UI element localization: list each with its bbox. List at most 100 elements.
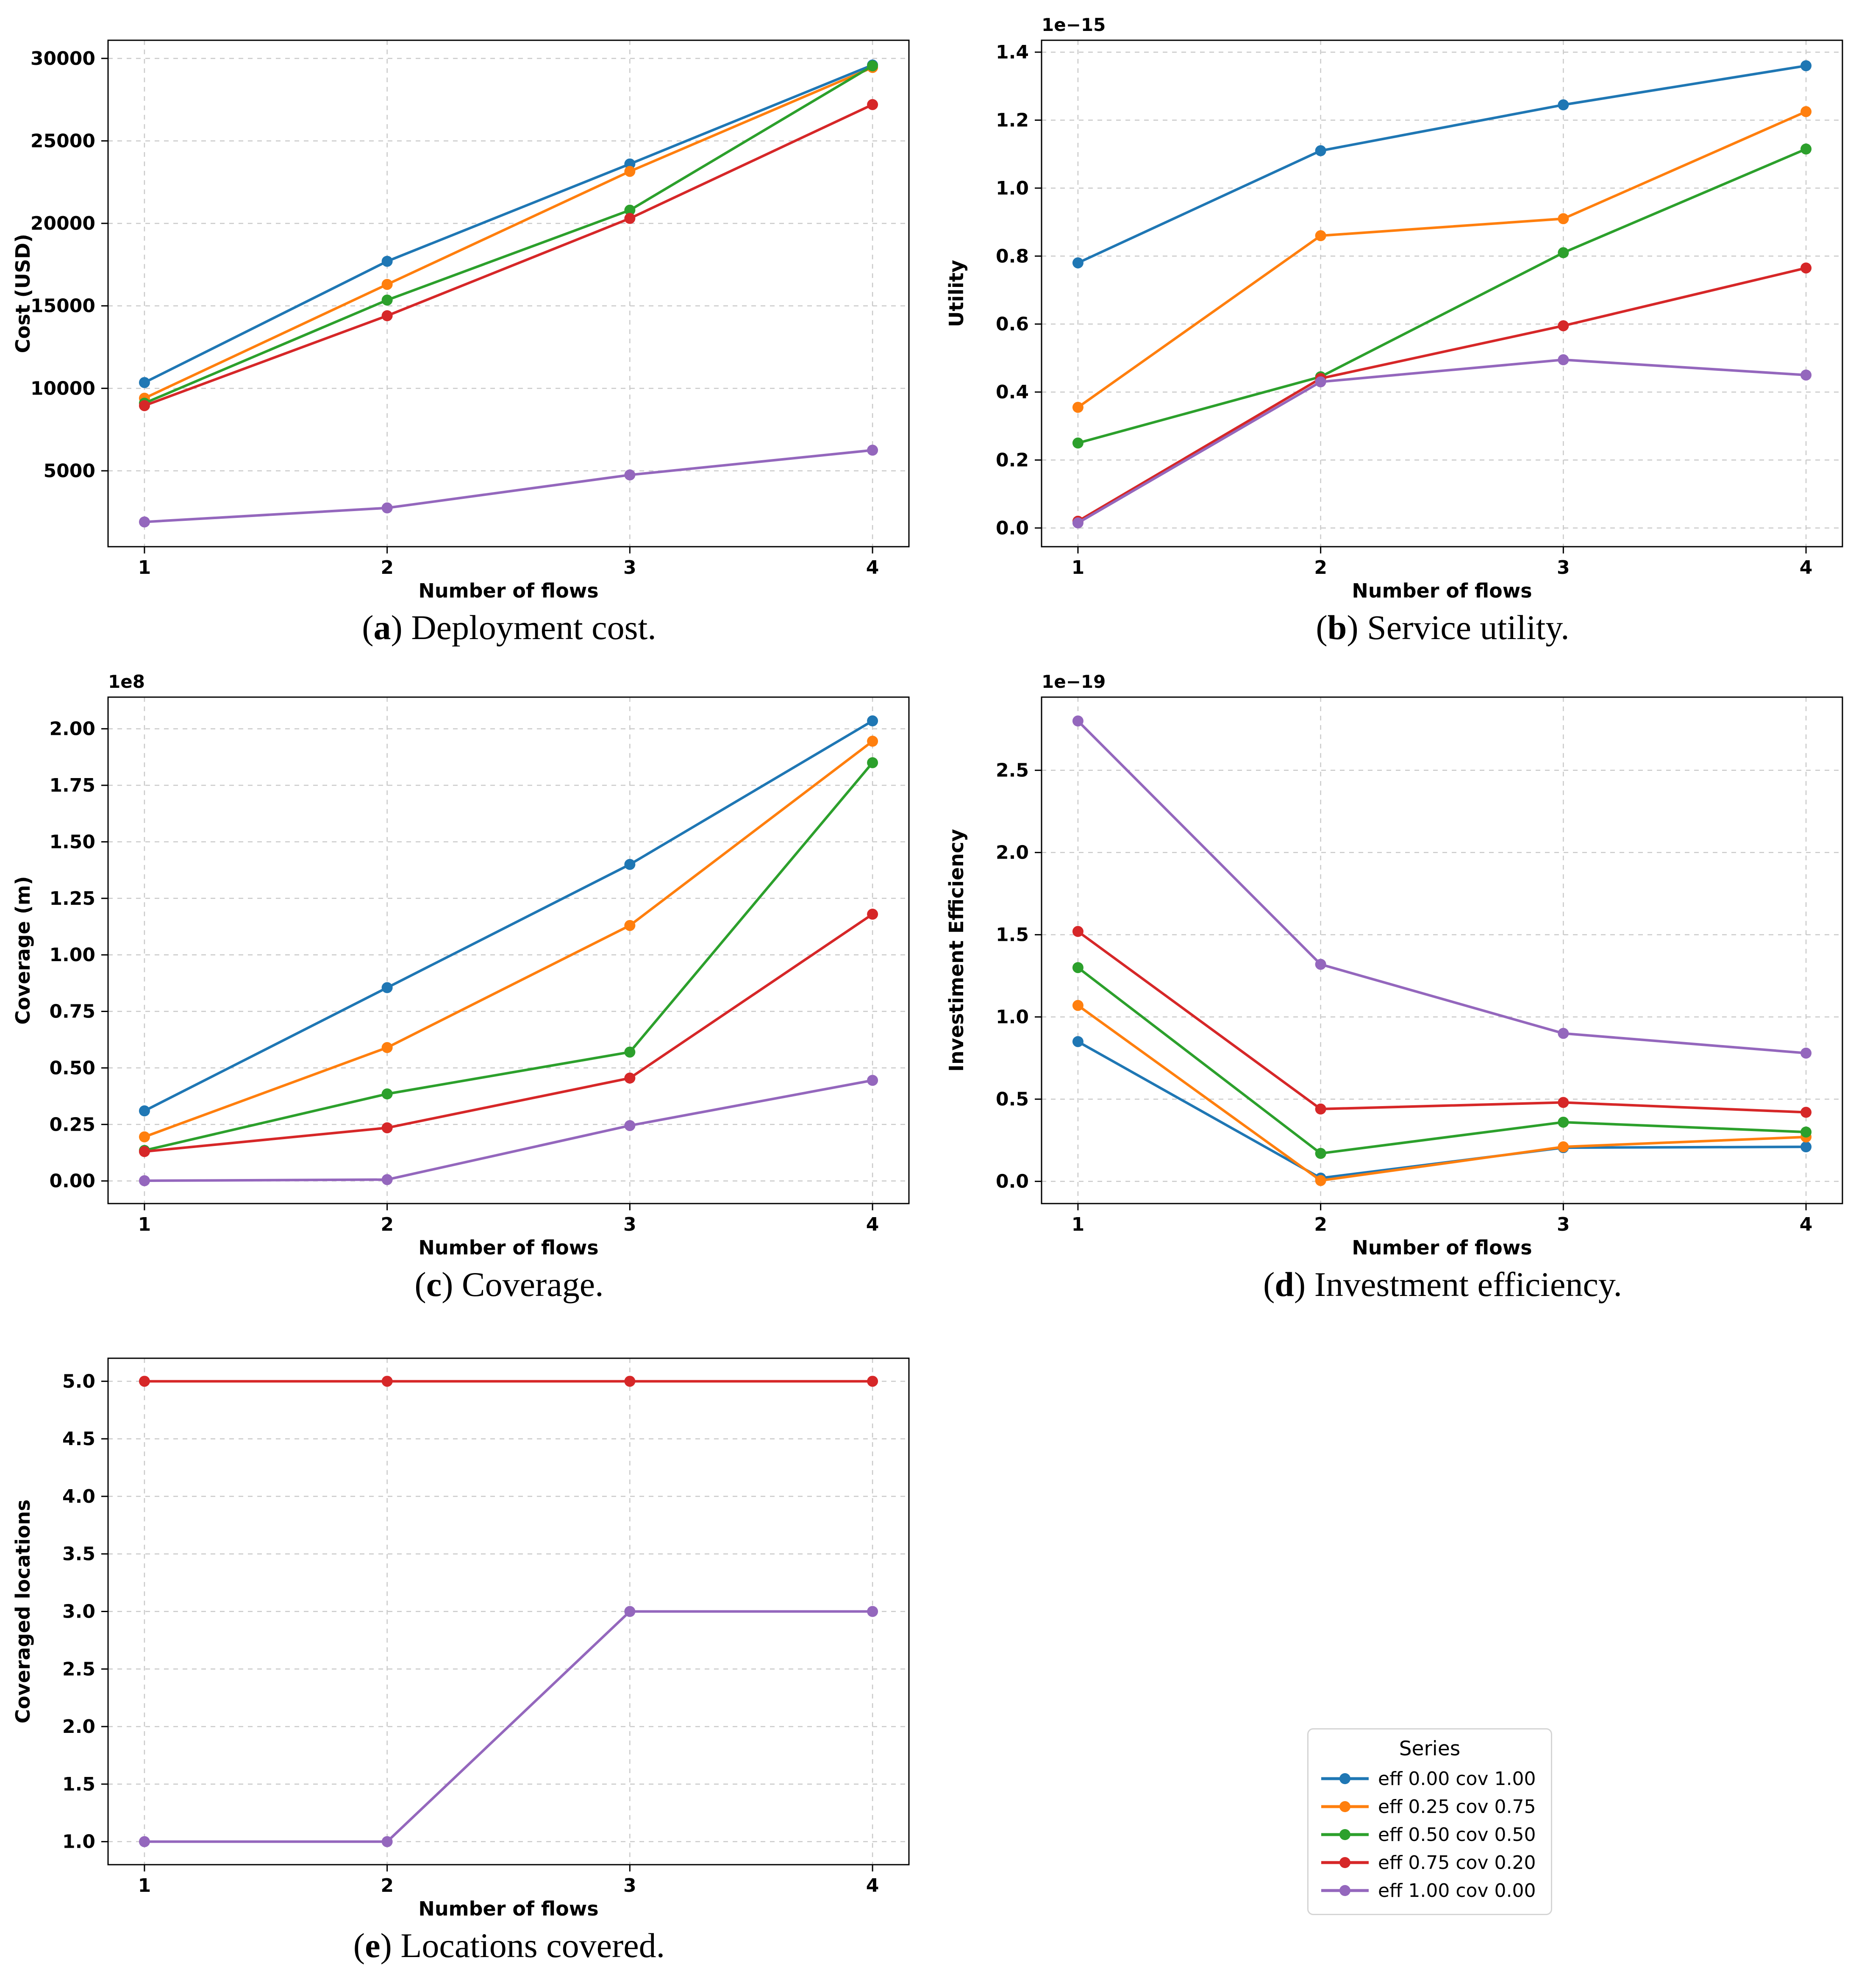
legend-item-label: eff 1.00 cov 0.00 [1378, 1880, 1536, 1902]
legend-item: eff 1.00 cov 0.00 [1320, 1877, 1540, 1905]
data-point [139, 1836, 150, 1847]
legend-item-label: eff 0.00 cov 1.00 [1378, 1768, 1536, 1790]
x-tick-label: 1 [138, 557, 151, 578]
data-point [1558, 1116, 1569, 1128]
y-tick-label: 0.6 [996, 314, 1029, 335]
y-tick-label: 0.0 [996, 517, 1029, 539]
x-tick-label: 1 [1072, 557, 1085, 578]
caption-paren: ) [391, 608, 411, 647]
data-point [381, 279, 393, 290]
caption-letter: b [1327, 608, 1347, 647]
caption-text: Coverage. [461, 1265, 604, 1304]
series-line-s1 [139, 715, 878, 1117]
data-point [1315, 145, 1326, 156]
y-tick-label: 1.0 [996, 178, 1029, 199]
y-tick-label: 1.75 [49, 775, 95, 796]
series-line-s5 [1072, 715, 1812, 1059]
data-point [1558, 1141, 1569, 1153]
x-tick-label: 1 [138, 1214, 151, 1235]
data-point [867, 1376, 878, 1387]
data-point [381, 502, 393, 514]
legend-items: eff 0.00 cov 1.00 eff 0.25 cov 0.75 eff 0.… [1320, 1765, 1540, 1905]
y-tick-label: 1.25 [49, 888, 95, 909]
y-axis-label: Cost (USD) [11, 234, 34, 353]
legend-item-label: eff 0.50 cov 0.50 [1378, 1824, 1536, 1846]
caption-text: Locations covered. [400, 1926, 665, 1965]
x-tick-label: 4 [1800, 557, 1813, 578]
data-point [139, 1175, 150, 1187]
y-tick-label: 2.00 [49, 718, 95, 740]
data-point [1558, 320, 1569, 331]
data-point [624, 204, 636, 216]
data-point [1315, 1175, 1326, 1186]
series-line-s3 [1072, 143, 1812, 449]
data-point [1315, 1103, 1326, 1115]
data-point [139, 1131, 150, 1143]
data-point [1558, 213, 1569, 225]
data-point [381, 1042, 393, 1053]
series-line-s2 [1072, 106, 1812, 413]
legend-item-label: eff 0.25 cov 0.75 [1378, 1796, 1536, 1818]
chart-e-canvas: 1 2 3 4 1.0 1.5 2.0 2.5 3.0 3.5 4.0 4.5 5.0 Number of… [11, 1357, 910, 1920]
y-tick-label: 25000 [31, 130, 95, 152]
y-tick-label: 1.0 [62, 1831, 95, 1853]
y-tick-label: 1.2 [996, 109, 1029, 131]
y-tick-label: 3.0 [62, 1601, 95, 1623]
x-tick-label: 3 [623, 1875, 636, 1896]
chart-deployment-cost: 1 2 3 4 5000 10000 15000 20000 25000 30000 Number … [0, 0, 934, 648]
series-line-s2 [139, 62, 878, 404]
legend-item-label: eff 0.75 cov 0.20 [1378, 1852, 1536, 1874]
x-tick-label: 4 [866, 1875, 879, 1896]
data-point [1558, 354, 1569, 365]
chart-service-utility: 1 2 3 4 0.0 0.2 0.4 0.6 0.8 1.0 1.2 1.4 Number of fl… [934, 0, 1867, 648]
y-tick-label: 1.00 [49, 944, 95, 966]
data-point [867, 1606, 878, 1617]
data-point [624, 1606, 636, 1617]
series-line-s4 [1072, 926, 1812, 1118]
axis-offset-label: 1e8 [108, 671, 145, 692]
y-tick-label: 4.5 [62, 1428, 95, 1450]
data-point [381, 1088, 393, 1100]
plot-border [107, 696, 910, 1204]
series-line-s2 [1072, 1000, 1812, 1186]
series-line-s1 [1072, 60, 1812, 269]
chart-c-canvas: 1 2 3 4 0.00 0.25 0.50 0.75 1.00 1.25 1.50 1.75 2.00… [11, 671, 910, 1259]
y-tick-label: 0.75 [49, 1001, 95, 1023]
series-line-s4 [139, 909, 878, 1157]
y-tick-label: 5000 [44, 460, 95, 482]
y-tick-label: 1.5 [62, 1774, 95, 1795]
data-point [624, 859, 636, 870]
data-point [624, 1046, 636, 1058]
y-axis-label: Utility [945, 260, 968, 327]
caption-letter: a [373, 608, 391, 647]
x-tick-label: 3 [1557, 557, 1570, 578]
chart-locations-covered: 1 2 3 4 1.0 1.5 2.0 2.5 3.0 3.5 4.0 4.5 5.0 Number of… [0, 1318, 934, 1966]
plot-area: 1 2 3 4 1.0 1.5 2.0 2.5 3.0 3.5 4.0 4.5 5.0 Number of… [11, 1357, 910, 1920]
x-axis-label: Number of flows [1352, 1236, 1532, 1259]
data-point [139, 400, 150, 412]
data-point [624, 166, 636, 177]
y-tick-label: 0.50 [49, 1057, 95, 1079]
x-tick-label: 4 [866, 557, 879, 578]
data-point [381, 1836, 393, 1847]
series-line-s3 [1072, 962, 1812, 1159]
y-tick-label: 0.2 [996, 449, 1029, 471]
caption-d: (d) Investment efficiency. [934, 1265, 1867, 1304]
caption-paren: ( [362, 608, 374, 647]
series-line-s4 [1072, 262, 1812, 527]
data-point [624, 213, 636, 224]
x-tick-label: 2 [1314, 557, 1327, 578]
legend-title: Series [1399, 1737, 1461, 1760]
data-point [867, 60, 878, 72]
caption-paren: ( [1263, 1265, 1275, 1304]
caption-paren: ) [442, 1265, 462, 1304]
caption-e: (e) Locations covered. [0, 1926, 934, 1966]
data-point [1315, 959, 1326, 970]
data-point [381, 256, 393, 267]
legend-marker-icon [1321, 1829, 1369, 1840]
caption-paren: ( [414, 1265, 426, 1304]
data-point [1558, 1028, 1569, 1039]
data-point [381, 310, 393, 322]
data-point [1800, 60, 1812, 72]
caption-paren: ) [1294, 1265, 1314, 1304]
